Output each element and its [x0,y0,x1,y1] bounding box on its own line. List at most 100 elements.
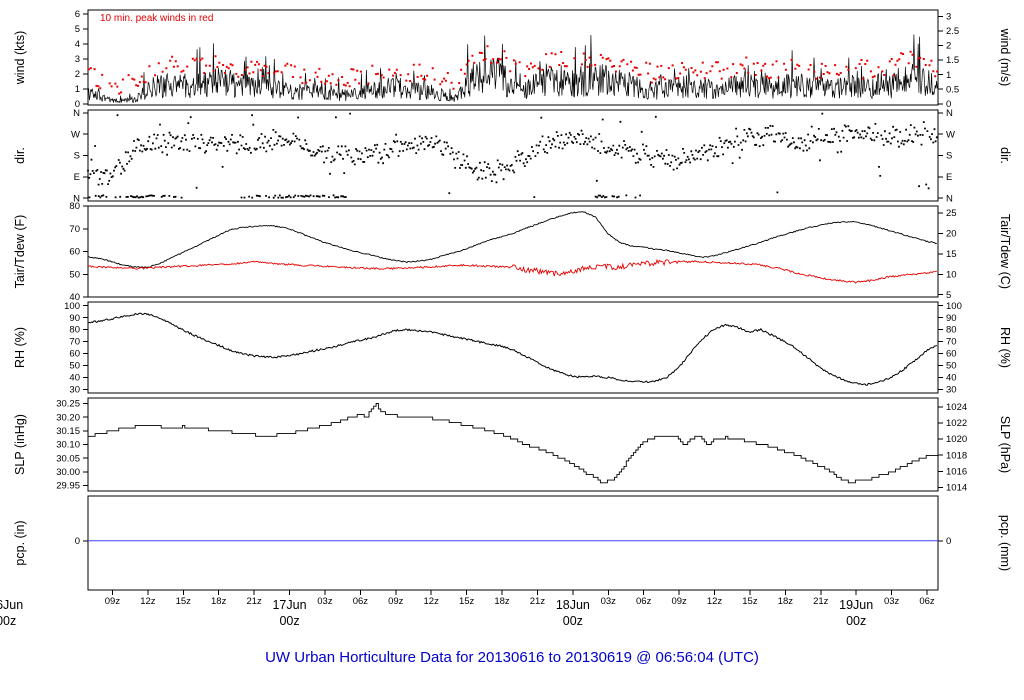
xtick-label: 15z [459,596,475,607]
ytick-left: 100 [64,301,80,312]
ytick-left: 6 [75,9,80,20]
ytick-right: 1016 [946,467,967,478]
ytick-right: 1024 [946,402,967,413]
ytick-left: 50 [69,361,80,372]
xtick-label: 03z [317,596,333,607]
axis-label-right-temp: Tair/Tdew (C) [998,214,1012,289]
ytick-left: 60 [69,247,80,258]
series-sea-level-pressure [88,403,938,484]
axis-label-right-rh: RH (%) [998,327,1012,368]
ytick-left: 80 [69,325,80,336]
ytick-left: 30.00 [56,467,80,478]
ytick-right: 0.5 [946,84,959,95]
panel-pcp: 0 0 pcp. (in) pcp. (mm) [13,495,1012,591]
ytick-left: 4 [75,39,80,50]
xtick-label: 09z [388,596,404,607]
series-air-temp [87,211,937,269]
axis-label-left-temp: Tair/Tdew (F) [13,215,27,289]
panel-wind: 0 1 2 3 4 5 6 0 0.5 1 1.5 2 2.5 3 wind (kts) wind (m/s) [13,9,1012,110]
axis-label-right-wind: wind (m/s) [998,28,1012,87]
ytick-right: S [946,151,952,162]
ytick-left: 90 [69,313,80,324]
xtick-label: 21z [530,596,546,607]
ytick-right: 0 [946,99,951,110]
xtick-label: 18z [211,596,227,607]
ytick-left: 5 [75,24,80,35]
ytick-left: 70 [69,224,80,235]
chart-title: UW Urban Horticulture Data for 20130616 … [265,649,759,666]
ytick-left: 30.15 [56,426,80,437]
xtick-date-label: 17Jun [272,598,306,612]
series-relative-humidity [87,312,938,386]
ytick-left: 30 [69,385,80,396]
ytick-right: 5 [946,290,951,301]
ytick-left: S [74,151,80,162]
xtick-label: 21z [246,596,262,607]
xtick-label: 03z [884,596,900,607]
xtick-label: 12z [707,596,723,607]
xtick-date-label2: 00z [563,614,583,628]
ytick-right: 70 [946,337,957,348]
ytick-right: 3 [946,11,951,22]
panel-slp: 29.95 30.00 30.05 30.10 30.15 30.20 30.25 1014 1… [13,397,1012,494]
axis-label-left-slp: SLP (inHg) [13,414,27,475]
series-dew-point [87,258,937,284]
ytick-left: N [73,108,80,119]
ytick-right: 1020 [946,434,967,445]
ytick-right: 100 [946,301,962,312]
ytick-right: 1018 [946,450,967,461]
ytick-left: 0 [75,99,80,110]
xtick-label: 15z [742,596,758,607]
ytick-right: 90 [946,313,957,324]
ytick-left: 30.25 [56,399,80,410]
xtick-date-label: 18Jun [556,598,590,612]
ytick-right: W [946,129,955,140]
xtick-label: 03z [601,596,617,607]
xtick-label: 21z [813,596,829,607]
xtick-label: 09z [105,596,121,607]
ytick-left: 3 [75,54,80,65]
ytick-right: 50 [946,361,957,372]
xtick-label: 06z [353,596,369,607]
series-wind-direction [87,112,938,199]
ytick-right: 1022 [946,418,967,429]
ytick-right: N [946,108,953,119]
ytick-left: 1 [75,84,80,95]
ytick-right: 80 [946,325,957,336]
axis-label-left-dir: dir. [13,147,27,164]
xtick-label: 09z [671,596,687,607]
ytick-right: 60 [946,349,957,360]
axis-label-left-wind: wind (kts) [13,31,27,85]
ytick-right: N [946,193,953,204]
ytick-right: E [946,172,952,183]
axis-label-right-slp: SLP (hPa) [998,416,1012,473]
xtick-date-label2: 00z [0,614,16,628]
ytick-right: 40 [946,373,957,384]
xtick-label: 15z [176,596,192,607]
ytick-left: 40 [69,292,80,303]
ytick-left: 30.20 [56,412,80,423]
xtick-label: 18z [494,596,510,607]
ytick-right: 0 [946,536,951,547]
ytick-left: 30.10 [56,440,80,451]
panel-temp: 40 50 60 70 80 5 10 15 20 25 Tair/Tdew (F) Tair/Tde… [13,201,1012,303]
ytick-right: 20 [946,229,957,240]
xtick-date-label: 16Jun [0,598,23,612]
ytick-right: 1.5 [946,55,959,66]
ytick-right: 10 [946,269,957,280]
axis-label-left-pcp: pcp. (in) [13,520,27,565]
xtick-label: 12z [424,596,440,607]
ytick-left: 70 [69,337,80,348]
ytick-right: 1014 [946,483,967,494]
peak-winds-annotation: 10 min. peak winds in red [100,13,214,24]
ytick-left: 80 [69,201,80,212]
xtick-label: 12z [140,596,156,607]
ytick-left: 0 [75,536,80,547]
ytick-right: 15 [946,249,957,260]
ytick-left: 2 [75,69,80,80]
ytick-right: 1 [946,70,951,81]
